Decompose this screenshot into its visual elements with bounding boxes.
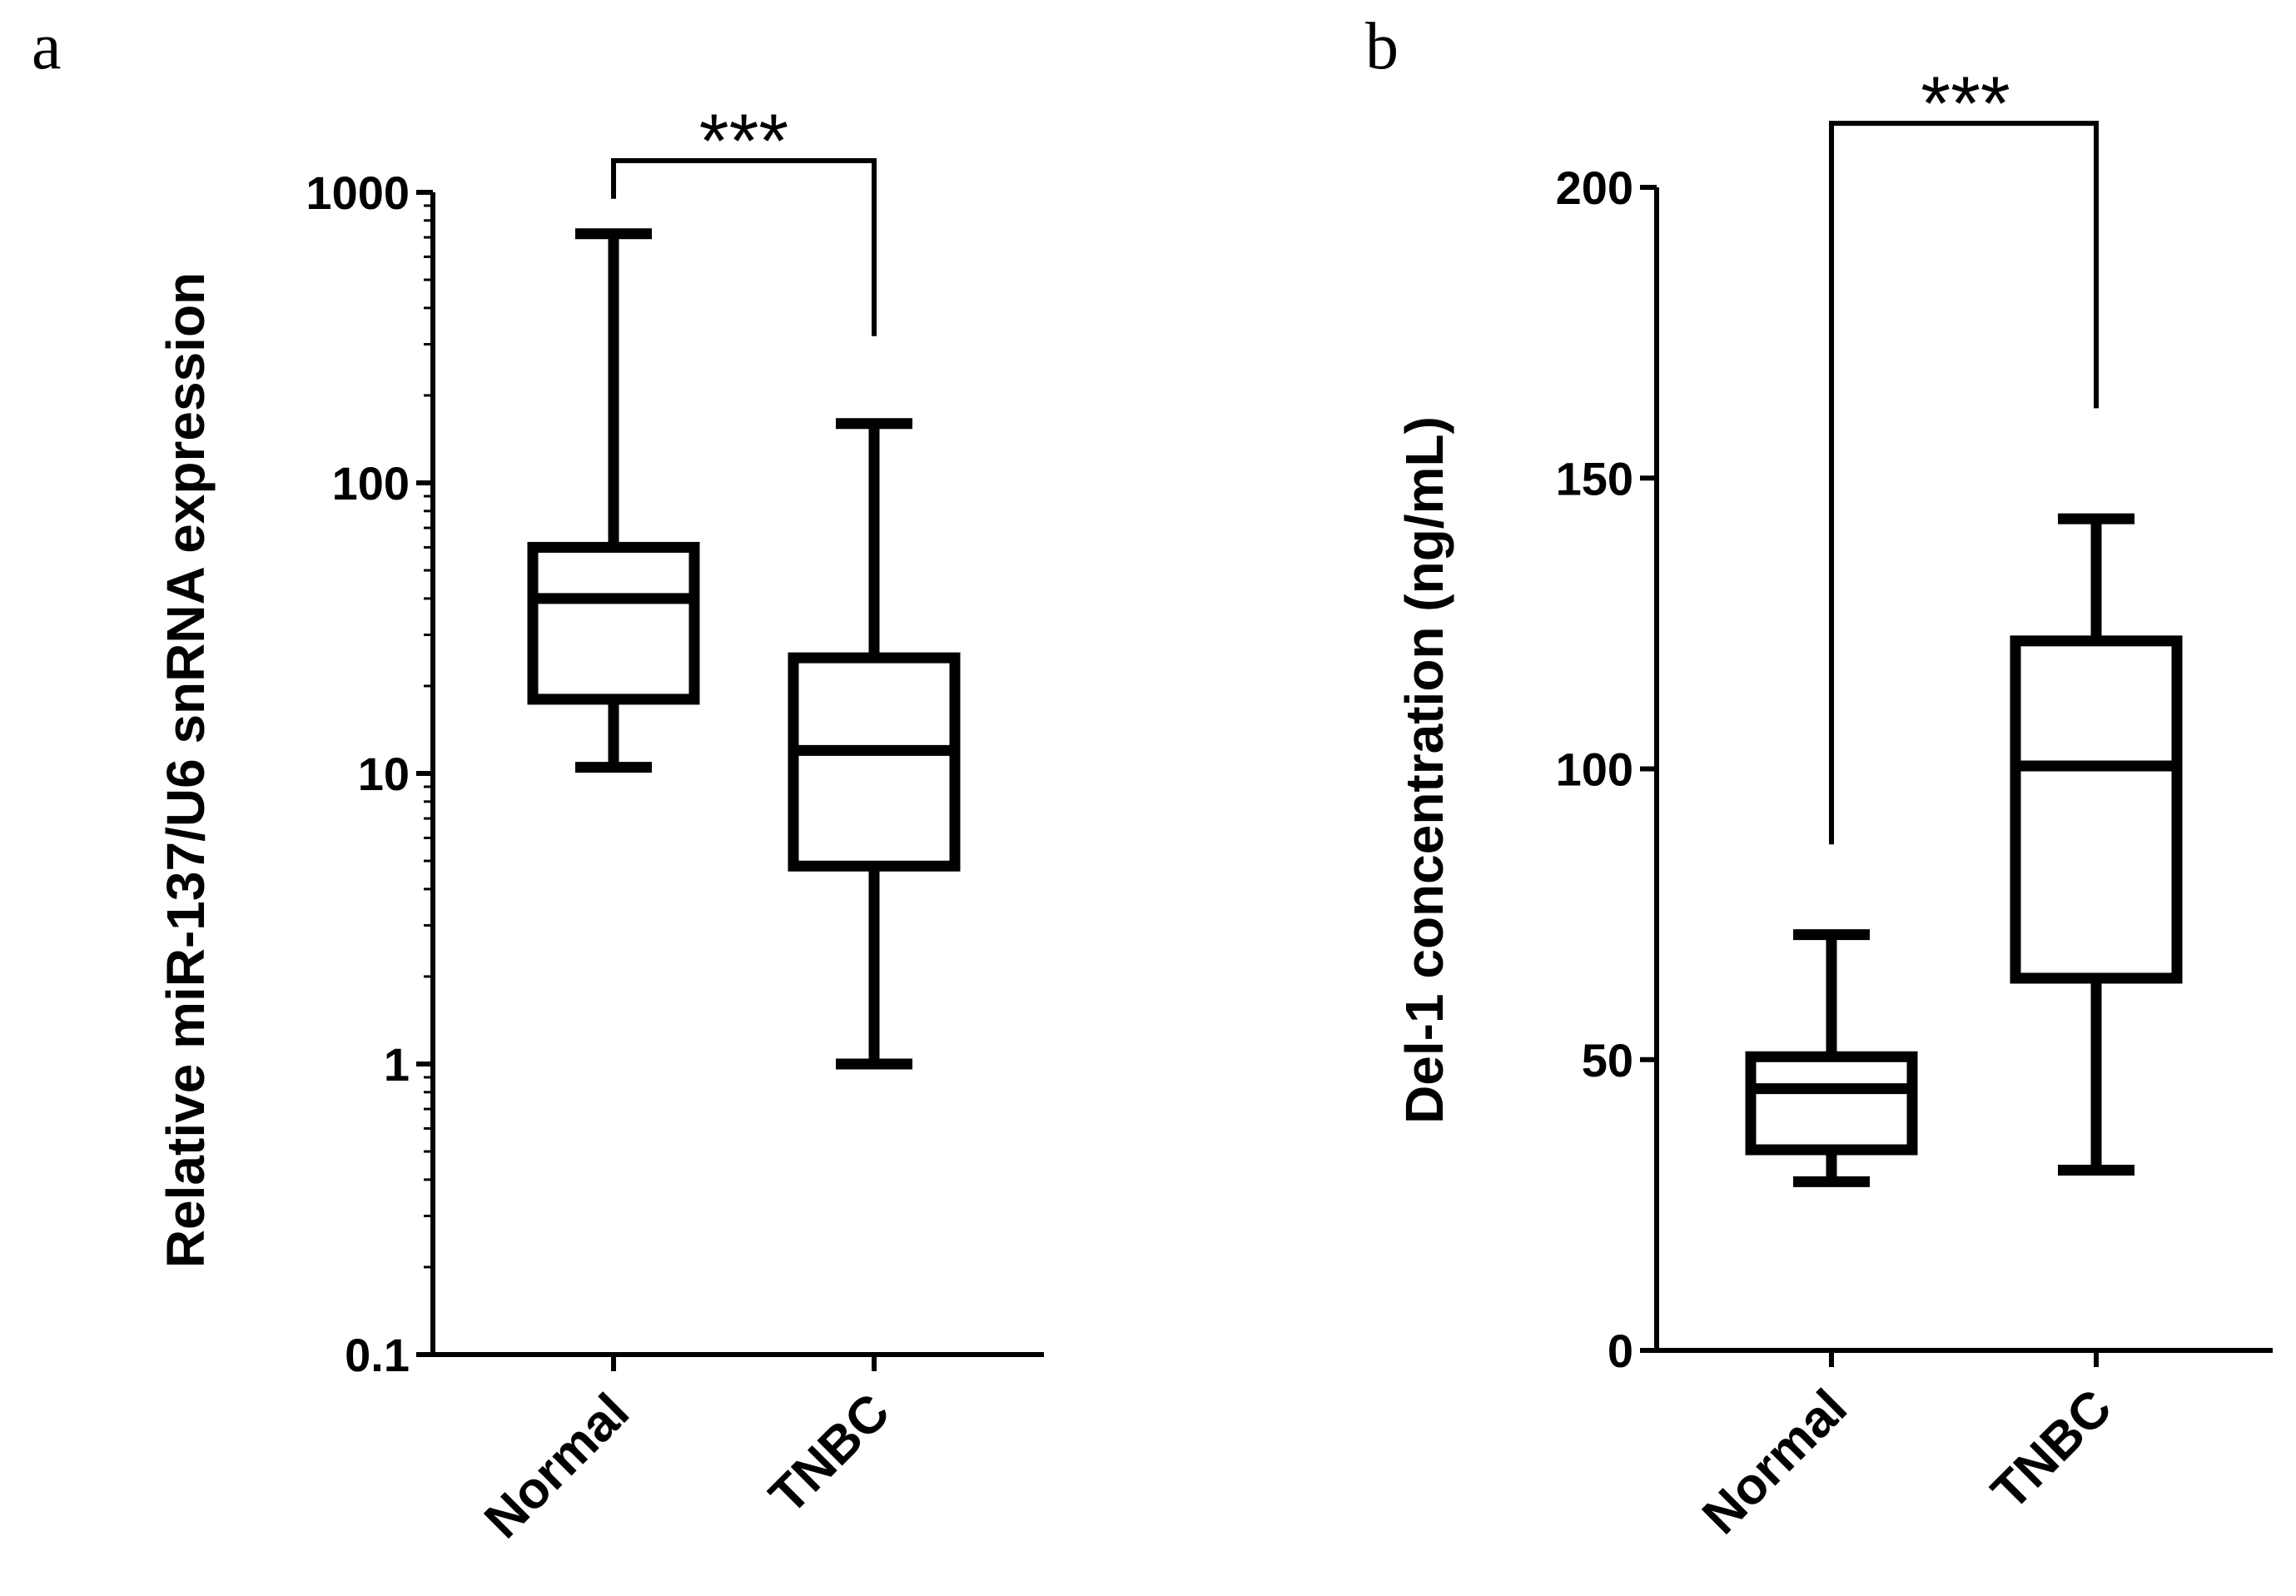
iqr-box [527,541,700,705]
category-label: Normal [1692,1379,1858,1545]
category-label: TNBC [1980,1379,2123,1521]
box-tnbc [2010,513,2183,1176]
y-tick-label: 100 [1556,743,1633,796]
panel-a: a Relative miR-137/U6 snRNA expression 0… [32,10,1044,1549]
category-labels-b: Normal TNBC [1692,1379,2123,1545]
iqr-box [788,652,961,872]
category-label: Normal [474,1383,640,1549]
significance-bracket-b [1829,121,2099,845]
y-tick-label: 1 [384,1038,410,1091]
y-tick-label: 150 [1556,452,1633,505]
iqr-box [2010,635,2183,984]
panel-b: b Del-1 concentration (ng/mL) 0 50 100 150 2… [1365,10,2273,1545]
significance-bracket-a [611,158,877,336]
y-axis-title-b: Del-1 concentration (ng/mL) [1394,416,1454,1124]
y-tick-label: 1000 [306,167,410,219]
panel-letter-a: a [32,10,62,83]
minor-ticks-a [424,204,433,1269]
y-tick-label: 0 [1608,1325,1633,1377]
box-normal [1745,929,1918,1187]
category-label: TNBC [758,1383,901,1525]
x-ticks-b [1829,1350,2099,1367]
significance-a: *** [611,99,877,336]
panel-letter-b: b [1365,10,1399,83]
significance-b: *** [1829,62,2099,845]
iqr-box [1745,1051,1918,1156]
y-tick-label: 200 [1556,162,1633,214]
box-tnbc [788,418,961,1070]
x-ticks-a [611,1355,877,1371]
significance-label-a: *** [699,99,788,184]
significance-label-b: *** [1921,62,2010,147]
y-tick-label: 10 [358,748,410,800]
boxes-b [1745,513,2183,1187]
y-ticks-b: 0 50 100 150 200 [1556,162,1657,1377]
boxes-a [527,228,961,1070]
y-ticks-a: 0.1 1 10 100 1000 [306,167,433,1381]
box-normal [527,228,700,773]
category-labels-a: Normal TNBC [474,1383,901,1549]
y-axis-title-a: Relative miR-137/U6 snRNA expression [156,272,216,1268]
y-tick-label: 0.1 [345,1329,410,1381]
y-tick-label: 100 [332,457,410,510]
y-tick-label: 50 [1582,1034,1633,1086]
